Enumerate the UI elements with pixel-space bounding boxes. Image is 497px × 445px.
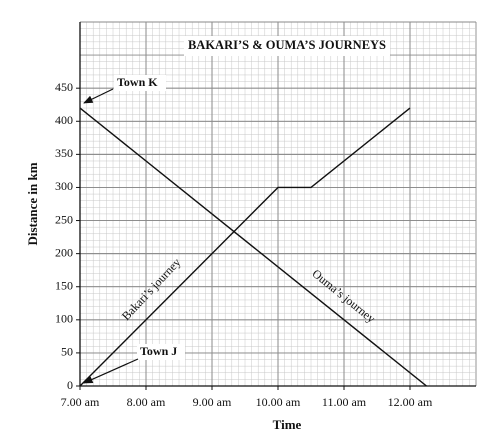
- y-tick-label: 350: [55, 146, 73, 160]
- annotation: Town J: [140, 344, 177, 358]
- label-bg: [114, 75, 166, 91]
- x-axis-label: Time: [273, 417, 302, 432]
- annotation: Town K: [117, 75, 158, 89]
- y-tick-label: 0: [67, 378, 73, 392]
- x-tick-label: 12.00 am: [388, 395, 433, 409]
- x-tick-label: 8.00 am: [127, 395, 166, 409]
- arrow: [83, 88, 114, 104]
- arrow: [83, 358, 139, 384]
- series-line: [79, 107, 411, 387]
- series-line: [79, 107, 427, 387]
- y-axis-label: Distance in km: [25, 162, 40, 245]
- x-tick-label: 9.00 am: [193, 395, 232, 409]
- title-bg: [184, 36, 390, 56]
- x-tick-label: 11.00 am: [322, 395, 367, 409]
- y-tick-label: 450: [55, 80, 73, 94]
- y-tick-label: 50: [61, 345, 73, 359]
- y-tick-label: 100: [55, 312, 73, 326]
- x-tick-label: 10.00 am: [256, 395, 301, 409]
- y-tick-label: 250: [55, 212, 73, 226]
- y-tick-label: 200: [55, 245, 73, 259]
- y-tick-label: 300: [55, 179, 73, 193]
- y-tick-label: 150: [55, 278, 73, 292]
- y-tick-label: 400: [55, 113, 73, 127]
- label-bg: [137, 344, 185, 360]
- plot: [79, 107, 427, 387]
- chart-title: BAKARI’S & OUMA’S JOURNEYS: [188, 38, 386, 52]
- x-tick-label: 7.00 am: [61, 395, 100, 409]
- series-label: Bakari’s journey: [119, 255, 184, 323]
